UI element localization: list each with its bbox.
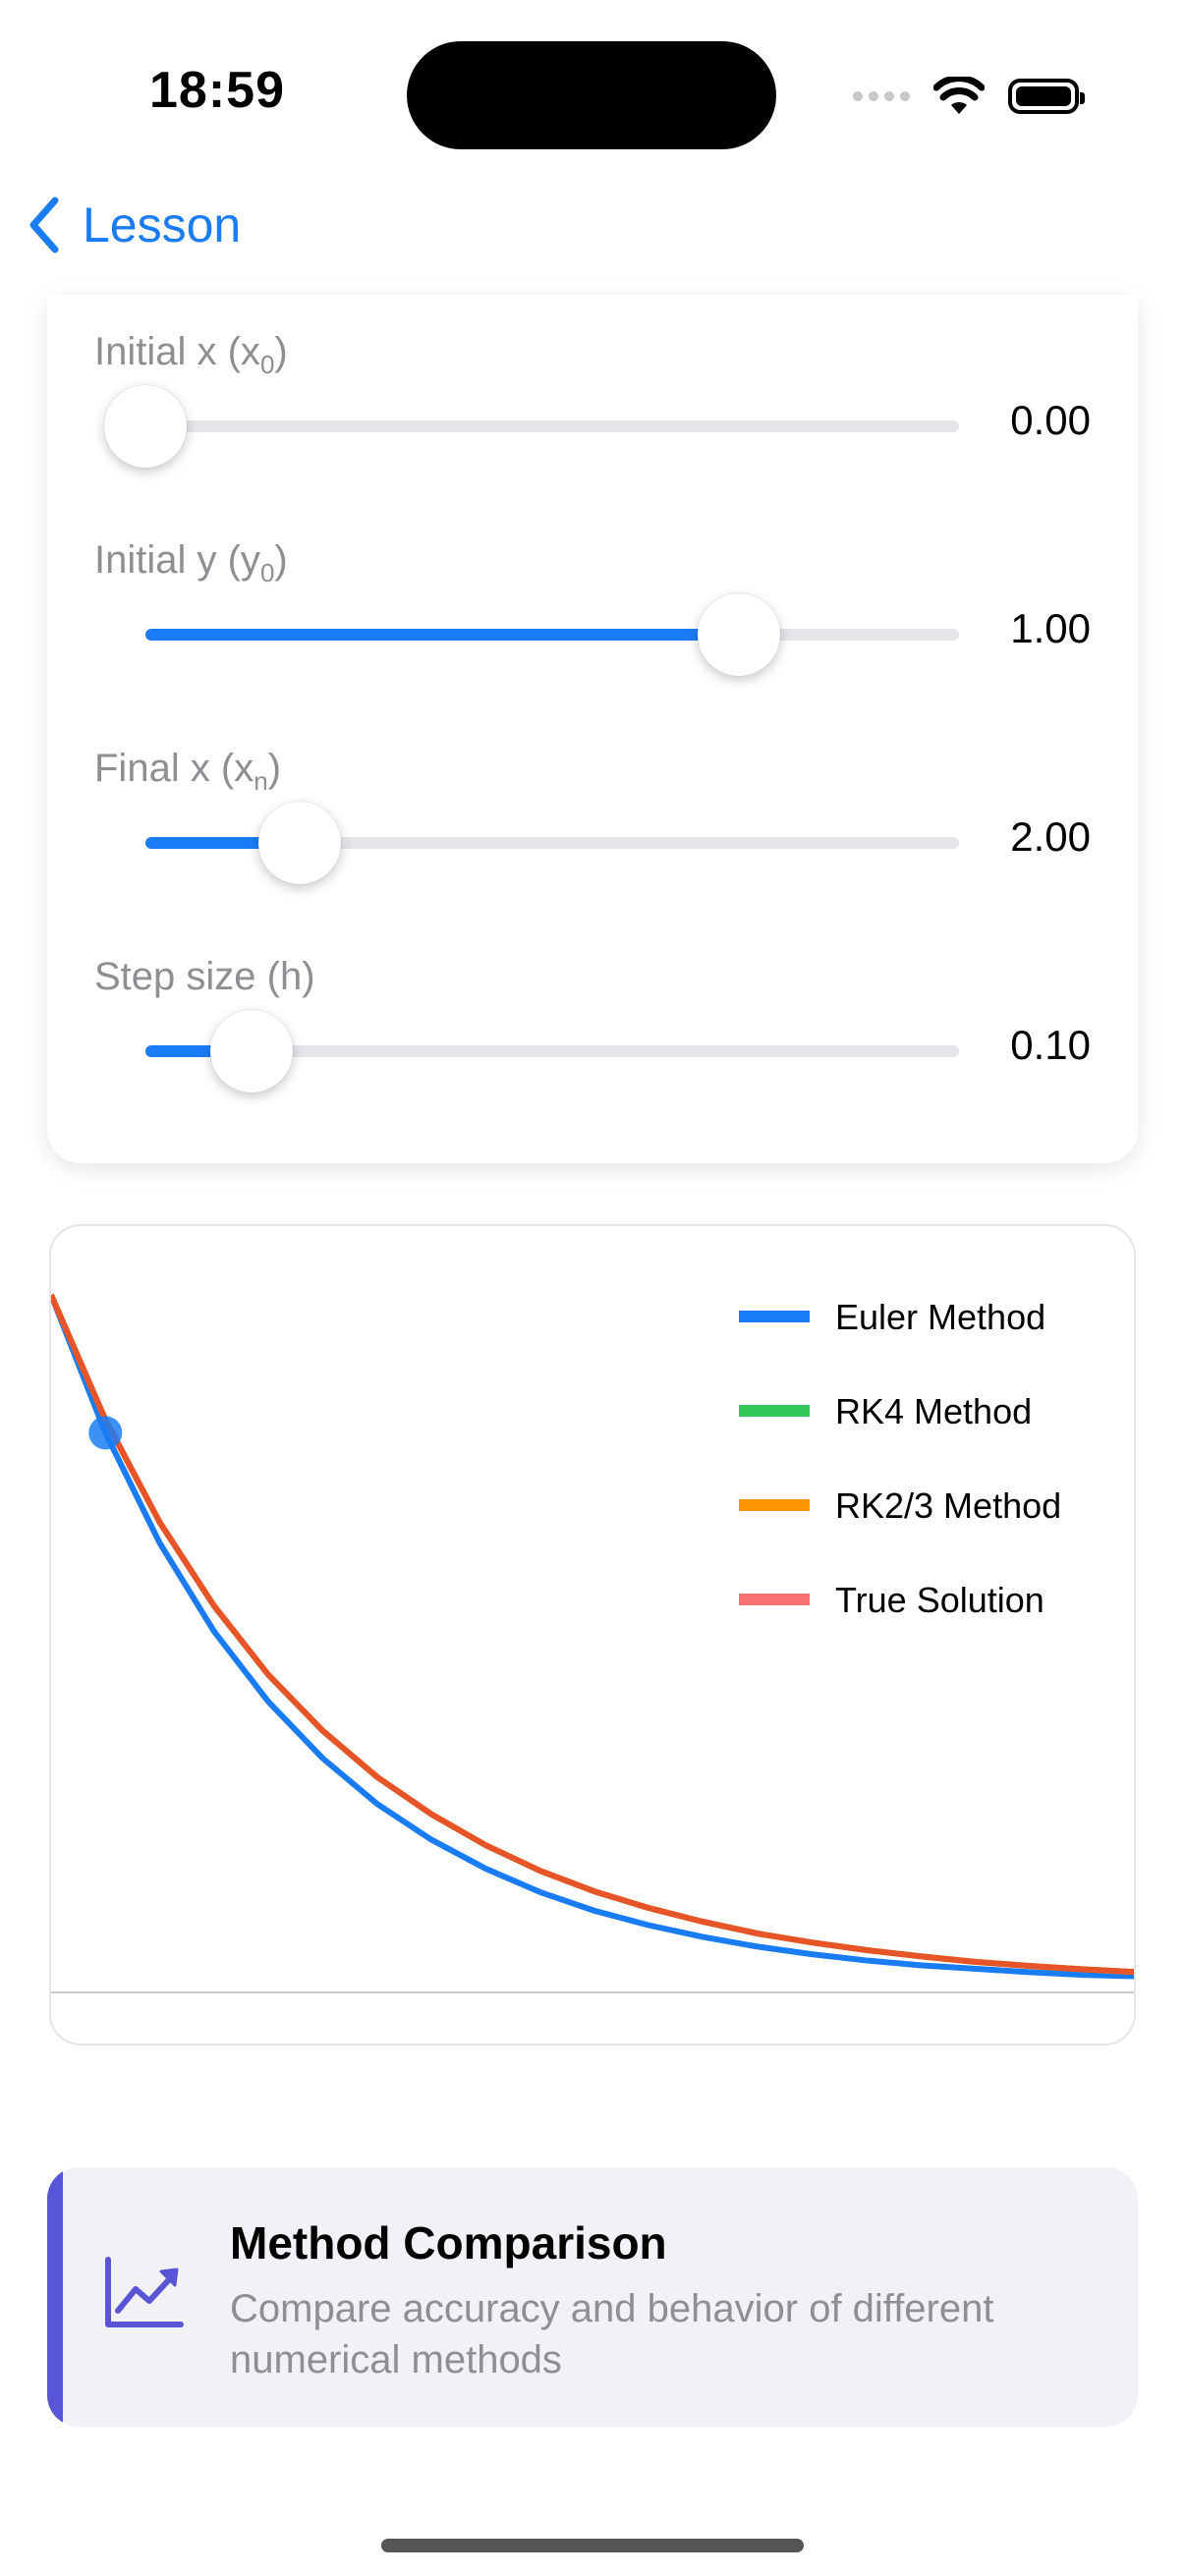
method-card-description: Compare accuracy and behavior of differe… xyxy=(230,2287,994,2381)
slider-thumb[interactable] xyxy=(258,802,342,884)
slider-label: Initial x (x0) xyxy=(94,330,288,379)
series-line-euler-method xyxy=(51,1293,1134,1980)
wifi-icon xyxy=(933,77,985,114)
slider-value: 1.00 xyxy=(1010,605,1091,651)
battery-icon xyxy=(1008,79,1085,114)
slider-step-size: Step size (h) 0.10 xyxy=(94,955,1138,1092)
highlight-point[interactable] xyxy=(88,1416,123,1450)
slider-thumb[interactable] xyxy=(698,593,781,676)
back-label: Lesson xyxy=(83,197,242,252)
slider-track[interactable] xyxy=(145,1010,959,1092)
status-icons xyxy=(853,73,1085,120)
slider-track[interactable] xyxy=(145,593,959,676)
method-card-title: Method Comparison xyxy=(230,2217,667,2268)
parameters-card: Initial x (x0) 0.00 Initial y (y0) 1.00 … xyxy=(47,295,1138,1163)
slider-thumb[interactable] xyxy=(104,385,187,468)
slider-thumb[interactable] xyxy=(209,1010,293,1092)
back-button[interactable]: Lesson xyxy=(28,196,241,253)
slider-initial-y: Initial y (y0) 1.00 xyxy=(94,538,1138,676)
slider-label: Initial y (y0) xyxy=(94,538,288,588)
legend-label: RK4 Method xyxy=(835,1391,1032,1431)
legend-swatch xyxy=(739,1405,810,1417)
slider-track[interactable] xyxy=(145,802,959,884)
chart-line-uptrend-icon xyxy=(105,2257,184,2327)
status-time: 18:59 xyxy=(149,62,285,119)
slider-fill xyxy=(145,629,740,641)
home-indicator[interactable] xyxy=(381,2539,804,2552)
solution-chart: Euler Method RK4 Method RK2/3 Method True S… xyxy=(49,1224,1136,2045)
legend-swatch xyxy=(739,1311,810,1322)
legend-label: RK2/3 Method xyxy=(835,1485,1061,1526)
slider-final-x: Final x (xn) 2.00 xyxy=(94,747,1138,884)
method-comparison-card[interactable]: Method Comparison Compare accuracy and b… xyxy=(47,2167,1138,2427)
slider-label: Final x (xn) xyxy=(94,747,282,796)
legend-swatch xyxy=(739,1499,810,1511)
chart-svg: Euler Method RK4 Method RK2/3 Method True S… xyxy=(51,1293,1134,1993)
legend-label: True Solution xyxy=(835,1580,1044,1620)
slider-value: 0.10 xyxy=(1010,1022,1091,1068)
chevron-left-icon xyxy=(29,196,59,253)
slider-label: Step size (h) xyxy=(94,955,315,998)
dynamic-island xyxy=(407,41,776,149)
cellular-dots-icon xyxy=(853,91,910,101)
card-accent-bar xyxy=(47,2167,63,2427)
series-line-true-solution xyxy=(51,1293,1134,1976)
legend-label: Euler Method xyxy=(835,1297,1045,1337)
legend-swatch xyxy=(739,1594,810,1605)
slider-track[interactable] xyxy=(104,385,959,468)
slider-value: 0.00 xyxy=(1010,397,1091,443)
slider-initial-x: Initial x (x0) 0.00 xyxy=(94,330,1138,468)
slider-value: 2.00 xyxy=(1010,813,1091,860)
